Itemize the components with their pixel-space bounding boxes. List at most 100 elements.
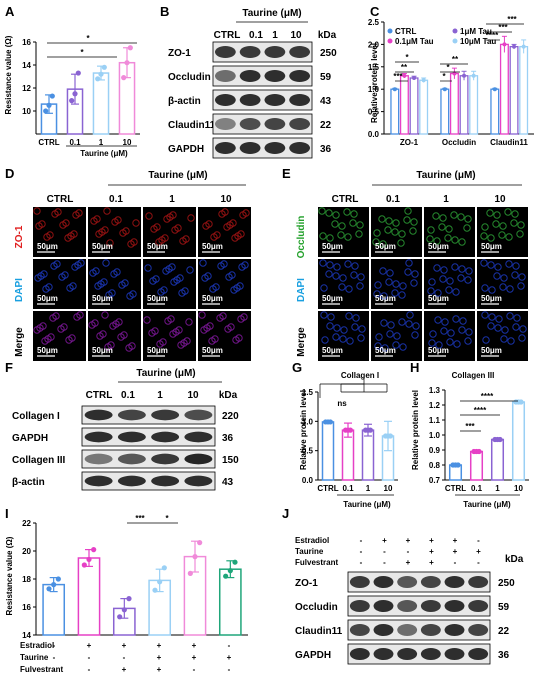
h-chart-ytick: 0.7 <box>429 476 441 485</box>
band-j-bands-3-0 <box>349 648 370 660</box>
panel-g-sig-ns: ns <box>337 399 347 408</box>
panel-d-col-10: 10 <box>220 194 232 205</box>
sign-i-signs-0-3: + <box>157 641 162 650</box>
point-i-chart-1-1 <box>86 556 92 563</box>
band-f-bands-0-0 <box>84 409 113 421</box>
micrograph-e-grid-1-2: 50μm <box>424 259 475 309</box>
band-kda-f-bands-1: 36 <box>222 433 234 444</box>
h-chart-ytick: 1.1 <box>429 416 441 425</box>
band-kda-f-bands-3: 43 <box>222 477 234 488</box>
scale-label: 50μm <box>375 346 396 355</box>
sign-j-signs-2-2: + <box>406 558 411 567</box>
point-i-chart-0-2 <box>55 576 61 582</box>
panel-i-row-taurine: Taurine <box>20 653 49 662</box>
sign-i-signs-2-0: - <box>53 665 56 674</box>
i-chart-ytick: 20 <box>22 547 31 556</box>
band-b-bands-3-3 <box>289 118 311 130</box>
sign-i-signs-2-4: - <box>193 665 196 674</box>
h-chart-ytick: 1.0 <box>429 431 441 440</box>
panel-f-col-1: 1 <box>157 390 163 401</box>
xtick-h-chart-3: 10 <box>514 484 523 493</box>
point-i-chart-3-0 <box>152 587 158 593</box>
band-b-bands-4-2 <box>264 142 286 154</box>
bar-h-chart-1 <box>469 450 484 481</box>
point-i-chart-2-1 <box>121 607 127 613</box>
point-i-chart-3-2 <box>161 565 167 571</box>
point-a-chart-0-0 <box>43 108 49 114</box>
band-j-bands-1-2 <box>397 600 418 612</box>
scale-label: 50μm <box>428 242 449 251</box>
point-a-chart-2-1 <box>98 71 104 77</box>
micrograph-d-grid-1-1: 50μm <box>88 259 141 309</box>
panel-c-legend-ctrl: CTRL <box>395 27 416 36</box>
band-j-bands-0-4 <box>444 576 465 588</box>
point-i-chart-4-1 <box>192 554 198 560</box>
bar-c-1-3 <box>469 75 479 135</box>
point-i-chart-0-1 <box>51 582 57 588</box>
point-i-chart-5-0 <box>223 573 229 579</box>
c-ytick: 2.5 <box>368 18 380 27</box>
xtick-a-chart-2: 1 <box>99 138 104 147</box>
sign-i-signs-1-0: - <box>53 653 56 662</box>
band-f-bands-0-2 <box>151 409 180 421</box>
scale-label: 50μm <box>481 242 502 251</box>
scale-label: 50μm <box>322 242 343 251</box>
xtick-g-chart-2: 1 <box>366 484 371 493</box>
band-f-bands-1-0 <box>84 431 113 443</box>
micrograph-d-grid-2-1: 50μm <box>88 311 141 361</box>
sign-j-signs-0-4: + <box>453 536 458 545</box>
sign-i-signs-2-1: - <box>88 665 91 674</box>
point-a-chart-1-1 <box>72 91 78 97</box>
sign-j-signs-0-5: - <box>477 536 480 545</box>
band-j-bands-0-3 <box>420 576 441 588</box>
xtick-h-chart-2: 1 <box>495 484 500 493</box>
point-i-chart-2-2 <box>126 596 132 602</box>
panel-e-col-1: 1 <box>443 194 449 205</box>
band-kda-j-bands-2: 22 <box>498 626 510 637</box>
band-label-j-bands-2: Claudin11 <box>295 626 343 637</box>
panel-j-kda: kDa <box>505 554 524 565</box>
point-a-chart-2-2 <box>101 64 107 70</box>
panel-c-sig-7: *** <box>507 15 517 24</box>
sign-j-signs-2-1: - <box>383 558 386 567</box>
panel-letter-g: G <box>292 360 302 375</box>
band-label-b-bands-0: ZO-1 <box>168 48 191 59</box>
band-label-j-bands-3: GAPDH <box>295 650 331 661</box>
band-j-bands-2-4 <box>444 624 465 636</box>
band-kda-j-bands-3: 36 <box>498 650 510 661</box>
point-a-chart-1-0 <box>69 98 75 104</box>
band-kda-f-bands-0: 220 <box>222 411 239 422</box>
panel-letter-i: I <box>5 506 9 521</box>
panel-e-col-ctrl: CTRL <box>332 194 359 205</box>
bar-i-chart-5 <box>218 568 242 636</box>
band-b-bands-4-0 <box>214 142 236 154</box>
bar-c-0-2 <box>409 77 419 135</box>
panel-h-ylabel: Relative protein level <box>411 390 420 470</box>
panel-a-plot: 10 12 14 16 CTRL 0.1 1 10 <box>22 38 140 147</box>
h-chart-ytick: 1.2 <box>429 401 441 410</box>
scale-label: 50μm <box>428 346 449 355</box>
band-kda-j-bands-1: 59 <box>498 602 510 613</box>
sign-i-signs-2-2: + <box>122 665 127 674</box>
micrograph-e-grid-0-3: 50μm <box>477 207 528 257</box>
scale-label: 50μm <box>92 346 113 355</box>
panel-c-sig-6: * <box>442 72 446 81</box>
point-c-0-3 <box>421 78 426 83</box>
panel-f-col-10: 10 <box>187 390 199 401</box>
sign-j-signs-1-1: - <box>383 547 386 556</box>
scale-label: 50μm <box>481 294 502 303</box>
point-i-chart-5-1 <box>227 568 233 574</box>
bar-c-1-0 <box>440 88 450 135</box>
band-kda-b-bands-0: 250 <box>320 48 337 59</box>
point-h-chart-0-2 <box>455 462 461 468</box>
panel-i-sig-1: *** <box>135 514 145 523</box>
micrograph-e-grid-2-0: 50μm <box>318 311 369 361</box>
band-j-bands-1-0 <box>349 600 370 612</box>
band-label-j-bands-0: ZO-1 <box>295 578 318 589</box>
sign-i-signs-2-5: - <box>228 665 231 674</box>
scale-label: 50μm <box>147 346 168 355</box>
h-chart-ytick: 0.9 <box>429 446 441 455</box>
panel-c-sig-4: ** <box>452 55 459 64</box>
band-b-bands-2-1 <box>239 94 261 106</box>
scale-label: 50μm <box>37 346 58 355</box>
